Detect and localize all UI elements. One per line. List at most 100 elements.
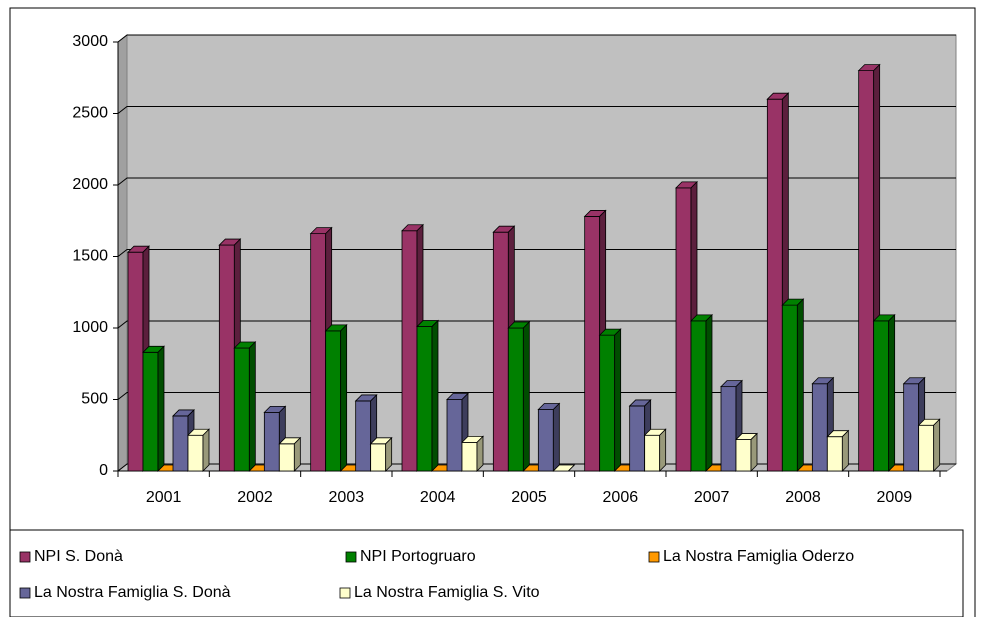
bar-front xyxy=(629,405,646,472)
bar-side xyxy=(522,321,530,472)
bar xyxy=(552,464,576,472)
legend-label: NPI Portogruaro xyxy=(360,548,476,565)
bar xyxy=(127,245,150,472)
bar-front xyxy=(218,244,235,472)
bar-side xyxy=(431,319,439,472)
bar-front xyxy=(599,334,616,472)
legend-swatch xyxy=(19,551,31,563)
bar-front xyxy=(172,415,189,472)
legend-box xyxy=(9,529,964,617)
x-tick-label: 2005 xyxy=(511,489,547,506)
bar xyxy=(142,345,165,472)
bar xyxy=(416,319,439,472)
bar-front xyxy=(127,251,144,472)
bar-side xyxy=(202,428,210,472)
bar-front xyxy=(781,304,798,472)
bar-front xyxy=(720,386,737,472)
bar-front xyxy=(355,400,372,472)
x-tick-label: 2004 xyxy=(420,489,456,506)
y-tick-label: 500 xyxy=(81,391,108,408)
bar xyxy=(781,298,805,472)
bar-front xyxy=(903,383,920,472)
bar-front xyxy=(278,443,295,472)
bar-front xyxy=(584,216,601,472)
bar-front xyxy=(370,443,387,472)
bar-front xyxy=(416,326,433,472)
y-tick-label: 2000 xyxy=(72,176,108,193)
y-tick-label: 3000 xyxy=(72,33,108,50)
bar xyxy=(233,341,257,472)
bar-front xyxy=(735,439,752,472)
bar xyxy=(917,418,941,472)
bar-side xyxy=(933,418,941,472)
bar xyxy=(461,435,484,472)
bar-front xyxy=(233,347,250,472)
bar-side xyxy=(340,323,348,472)
bar-side xyxy=(385,436,393,472)
y-tick-label: 2500 xyxy=(72,105,108,122)
legend-swatch xyxy=(339,587,351,599)
bar xyxy=(826,429,850,472)
bar-side xyxy=(568,464,575,472)
bar xyxy=(720,379,743,472)
bar-front xyxy=(644,434,661,472)
bar xyxy=(690,313,713,472)
legend-label: La Nostra Famiglia S. Donà xyxy=(34,584,231,601)
legend-swatch xyxy=(345,551,357,563)
bar xyxy=(324,323,348,472)
x-tick-label: 2007 xyxy=(694,489,730,506)
bar xyxy=(643,428,667,472)
bar-front xyxy=(918,424,935,472)
bar-front xyxy=(690,320,707,472)
x-tick-label: 2002 xyxy=(237,489,273,506)
bar xyxy=(507,321,531,472)
bar-side xyxy=(888,313,896,472)
bar-front xyxy=(858,70,875,472)
bar-front xyxy=(537,409,554,472)
chart-frame xyxy=(9,7,976,617)
bar-front xyxy=(263,411,280,472)
grid-line xyxy=(117,34,956,43)
grid-line xyxy=(117,177,956,186)
bar-side xyxy=(796,298,804,472)
grid-line xyxy=(117,106,956,114)
bar-front xyxy=(873,320,890,472)
bar-side xyxy=(293,436,301,472)
legend-label: La Nostra Famiglia Oderzo xyxy=(663,548,854,565)
bar-front xyxy=(766,98,783,472)
y-tick-label: 1500 xyxy=(72,248,108,265)
bar-side xyxy=(157,345,165,472)
bar-front xyxy=(401,230,418,472)
x-tick-label: 2009 xyxy=(877,489,913,506)
bar xyxy=(872,313,896,472)
bar xyxy=(537,402,561,472)
legend-swatch xyxy=(19,587,31,599)
bar xyxy=(187,428,210,472)
bar xyxy=(369,436,393,472)
bar-front xyxy=(461,441,478,472)
x-tick-label: 2008 xyxy=(785,489,821,506)
bar-side xyxy=(659,428,667,472)
bar-front xyxy=(142,351,159,472)
bar-side xyxy=(552,402,560,472)
bar-side xyxy=(614,328,622,472)
bar-front xyxy=(811,383,828,472)
legend-swatch xyxy=(648,551,660,563)
bar-side xyxy=(750,432,758,472)
bar-front xyxy=(187,434,204,472)
bar-front xyxy=(325,330,342,472)
x-tick-label: 2001 xyxy=(146,489,182,506)
bar-side xyxy=(841,429,849,472)
bar-front xyxy=(446,399,463,472)
bar xyxy=(598,328,622,472)
bar-side xyxy=(705,313,713,472)
bar-front xyxy=(492,231,509,472)
legend-label: NPI S. Donà xyxy=(34,548,123,565)
bar xyxy=(278,436,302,472)
bar-front xyxy=(826,436,843,472)
y-tick-label: 0 xyxy=(99,462,108,479)
x-tick-label: 2006 xyxy=(603,489,639,506)
x-tick-label: 2003 xyxy=(329,489,365,506)
y-tick-label: 1000 xyxy=(72,319,108,336)
